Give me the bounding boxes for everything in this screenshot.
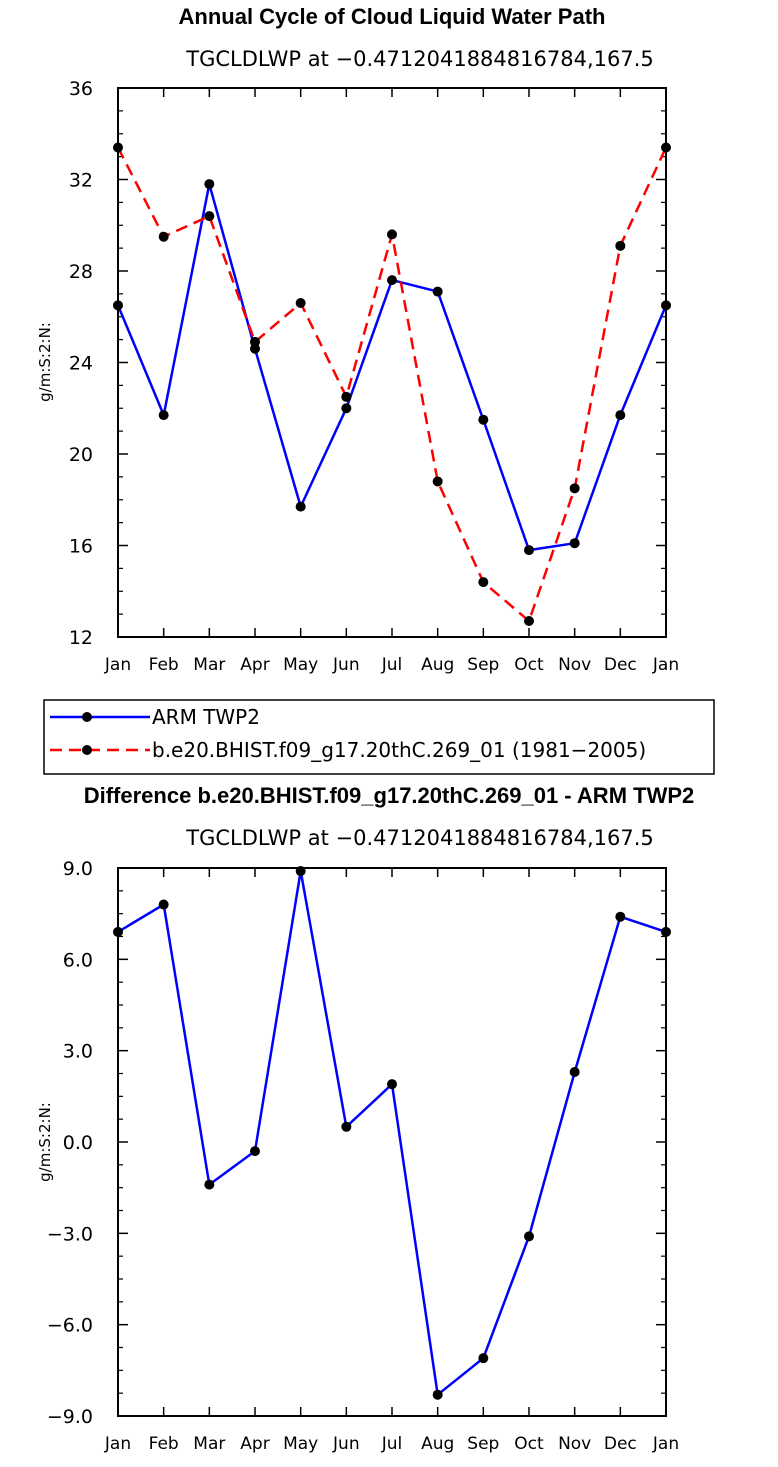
legend-label-arm: ARM TWP2 bbox=[152, 705, 260, 729]
chart2-series-0-point bbox=[295, 866, 306, 877]
chart1-series-1-point bbox=[432, 476, 443, 487]
chart1-title: Annual Cycle of Cloud Liquid Water Path bbox=[179, 4, 606, 29]
legend-label-model: b.e20.BHIST.f09_g17.20thC.269_01 (1981−2… bbox=[152, 738, 646, 762]
chart1-series-0-point bbox=[387, 275, 397, 286]
chart2-series-0-point bbox=[661, 926, 671, 937]
chart1-series-1-point bbox=[661, 142, 671, 153]
chart2-xtick-label: Apr bbox=[240, 1434, 269, 1454]
legend-marker-arm bbox=[82, 712, 92, 722]
chart1-ytick-label: 20 bbox=[69, 444, 93, 466]
chart2-series-0-point bbox=[204, 1179, 215, 1190]
chart1-xtick-label: Aug bbox=[421, 655, 454, 675]
chart2-series-0-point bbox=[341, 1121, 352, 1132]
chart2-ytick-label: −3.0 bbox=[47, 1223, 93, 1245]
chart2-title: Difference b.e20.BHIST.f09_g17.20thC.269… bbox=[84, 783, 695, 808]
chart2-subtitle: TGCLDLWP at −0.4712041884816784,167.5 bbox=[185, 826, 654, 850]
chart2-plot-frame bbox=[117, 867, 667, 1417]
chart2-series-0-point bbox=[250, 1146, 260, 1157]
chart2-ytick-label: −6.0 bbox=[47, 1315, 93, 1337]
chart2-series-0-point bbox=[158, 899, 169, 910]
chart1-xtick-label: Nov bbox=[558, 655, 591, 675]
chart1-series-0-point bbox=[524, 545, 534, 556]
chart1-series-1-point bbox=[524, 615, 534, 626]
chart2-series-0-point bbox=[524, 1231, 534, 1242]
chart1-series-0-point bbox=[478, 414, 489, 425]
chart2-series-0-point bbox=[478, 1353, 489, 1364]
chart1-legend bbox=[43, 699, 715, 775]
chart1-series-0-point bbox=[204, 179, 215, 190]
chart1-ytick-label: 16 bbox=[69, 536, 93, 558]
chart1-ytick-label: 32 bbox=[69, 170, 93, 192]
chart2-series-0-point bbox=[387, 1079, 397, 1090]
legend-marker-model bbox=[82, 745, 92, 755]
chart1-series-0-point bbox=[295, 501, 306, 512]
chart2-series-0-point bbox=[569, 1066, 580, 1077]
chart1-plot-frame bbox=[117, 87, 667, 638]
chart1-ytick-label: 28 bbox=[69, 261, 93, 283]
chart2-xtick-label: Mar bbox=[193, 1434, 225, 1454]
chart1-xtick-label: Jul bbox=[381, 655, 403, 675]
chart2-xtick-label: Dec bbox=[604, 1434, 637, 1454]
chart2-ytick-label: 6.0 bbox=[63, 949, 93, 971]
chart1-series-1-point bbox=[113, 142, 123, 153]
chart1-ytick-label: 36 bbox=[69, 78, 93, 100]
chart1-xtick-label: Jun bbox=[332, 655, 360, 675]
chart2-ytick-label: −9.0 bbox=[47, 1406, 93, 1428]
chart2-xtick-label: Jun bbox=[332, 1434, 360, 1454]
chart1-xtick-label: Sep bbox=[467, 655, 499, 675]
chart1-xtick-label: Jan bbox=[652, 655, 679, 675]
chart2-ytick-label: 9.0 bbox=[63, 858, 93, 880]
chart1-xtick-label: May bbox=[283, 655, 318, 675]
chart2-ytick-label: 0.0 bbox=[63, 1132, 93, 1154]
chart2-series-0-point bbox=[615, 911, 626, 922]
chart2-xtick-label: Oct bbox=[514, 1434, 544, 1454]
chart1-series-1-point bbox=[295, 298, 306, 309]
chart2-xtick-label: May bbox=[283, 1434, 318, 1454]
chart1-ytick-label: 24 bbox=[69, 353, 93, 375]
chart1-series-1-point bbox=[615, 240, 626, 251]
chart2-xtick-label: Jan bbox=[104, 1434, 131, 1454]
chart2-ylabel: g/m:S:2:N: bbox=[36, 1102, 54, 1182]
chart1-series-0-point bbox=[113, 300, 123, 311]
chart1-series-1-line bbox=[116, 146, 668, 623]
chart1-series-1-point bbox=[387, 229, 397, 240]
chart1-series-0-point bbox=[432, 286, 443, 297]
chart2-xtick-label: Feb bbox=[149, 1434, 179, 1454]
chart2-xtick-label: Sep bbox=[467, 1434, 499, 1454]
chart1-series-0-point bbox=[569, 538, 580, 549]
chart1-series-0-point bbox=[250, 343, 260, 354]
chart2-xtick-label: Jul bbox=[381, 1434, 403, 1454]
chart1-series-1-point bbox=[341, 391, 352, 402]
chart1-series-0-point bbox=[341, 403, 352, 414]
chart1-ytick-label: 12 bbox=[69, 627, 93, 649]
chart1-series-1-point bbox=[569, 483, 580, 494]
chart1-xtick-label: Jan bbox=[104, 655, 131, 675]
chart2-series-0-point bbox=[113, 926, 123, 937]
chart1-series-1-point bbox=[478, 577, 489, 588]
chart2-series-0-line bbox=[117, 869, 667, 1396]
chart1-xtick-label: Dec bbox=[604, 655, 637, 675]
chart1-xtick-label: Feb bbox=[149, 655, 179, 675]
chart2-ytick-label: 3.0 bbox=[63, 1041, 93, 1063]
chart2-xtick-label: Jan bbox=[652, 1434, 679, 1454]
chart1-series-0-point bbox=[158, 410, 169, 421]
chart1-xtick-label: Oct bbox=[514, 655, 544, 675]
chart1-xtick-label: Mar bbox=[193, 655, 225, 675]
chart2-series-0-point bbox=[432, 1389, 443, 1400]
chart1-series-1-point bbox=[158, 231, 169, 242]
chart2-xtick-label: Nov bbox=[558, 1434, 591, 1454]
chart1-subtitle: TGCLDLWP at −0.4712041884816784,167.5 bbox=[185, 47, 654, 71]
chart2-xtick-label: Aug bbox=[421, 1434, 454, 1454]
chart1-xtick-label: Apr bbox=[240, 655, 269, 675]
chart1-series-0-point bbox=[661, 300, 671, 311]
chart1-series-1-point bbox=[250, 336, 260, 347]
chart1-series-1-point bbox=[204, 211, 215, 222]
chart1-series-0-point bbox=[615, 410, 626, 421]
chart1-ylabel: g/m:S:2:N: bbox=[36, 322, 54, 402]
